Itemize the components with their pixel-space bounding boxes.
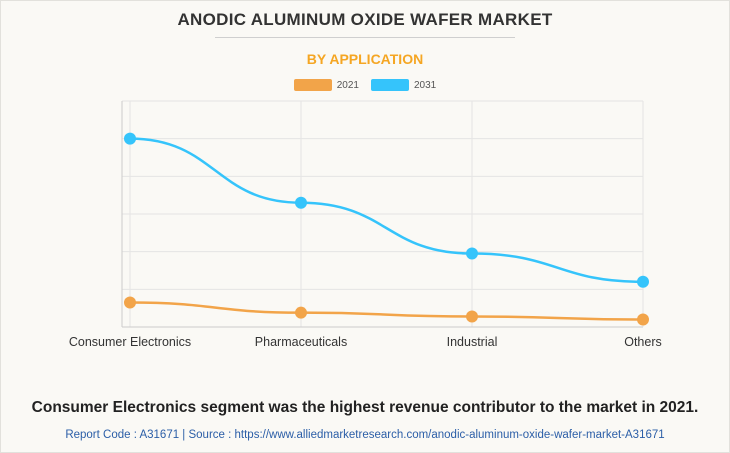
legend-item-2021: 2021 <box>293 79 359 91</box>
chart-subtitle: BY APPLICATION <box>306 51 424 67</box>
series-line-2021 <box>129 301 644 321</box>
legend-label-2031: 2031 <box>414 79 437 91</box>
series-line-2031 <box>129 137 644 284</box>
x-tick-label: Industrial <box>447 335 498 349</box>
data-point-2021 <box>124 296 136 309</box>
data-point-2031 <box>295 196 307 209</box>
data-point-2031 <box>466 247 478 260</box>
data-point-2021 <box>466 310 478 323</box>
legend-item-2031: 2031 <box>371 79 436 91</box>
data-point-2031 <box>637 275 649 288</box>
x-tick-label: Others <box>624 335 662 349</box>
legend-label-2021: 2021 <box>336 79 359 91</box>
x-tick-label: Consumer Electronics <box>69 335 191 349</box>
data-point-2021 <box>295 306 307 319</box>
data-point-2021 <box>637 313 649 326</box>
title-divider <box>215 37 515 38</box>
chart-legend: 2021 2031 <box>0 79 730 91</box>
x-tick-label: Pharmaceuticals <box>255 335 347 349</box>
legend-swatch-2021 <box>293 79 332 91</box>
chart-title: ANODIC ALUMINUM OXIDE WAFER MARKET <box>177 10 553 29</box>
chart-headline: Consumer Electronics segment was the hig… <box>31 399 699 416</box>
data-point-2031 <box>124 132 136 145</box>
source-line: Report Code : A31671 | Source : https://… <box>65 429 665 441</box>
legend-swatch-2031 <box>371 79 409 91</box>
